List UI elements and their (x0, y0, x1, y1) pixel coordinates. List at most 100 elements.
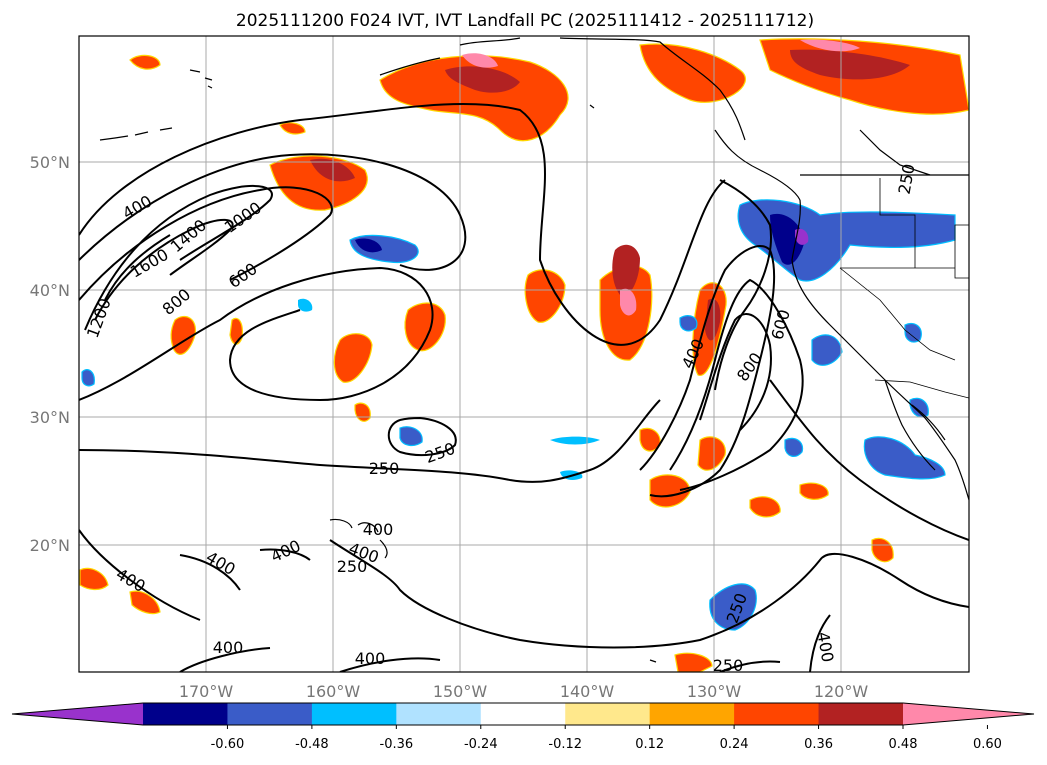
alaska-coast (379, 37, 746, 141)
colorbar-extend-high (903, 703, 1034, 725)
shade-neg-pnw-peak (795, 228, 809, 245)
contour-trail-600 (669, 278, 804, 491)
lon-label: 150°W (433, 682, 488, 701)
contour-250-mid (79, 399, 661, 483)
shade-small-4 (674, 652, 713, 672)
bc-coast (714, 129, 801, 201)
colorbar: -0.60 -0.48 -0.36 -0.24 -0.12 0.12 0.24 0.36 0.4… (11, 702, 1035, 752)
plot-title: 2025111200 F024 IVT, IVT Landfall PC (20… (236, 11, 814, 31)
lon-label: 160°W (306, 682, 361, 701)
shade-neg-7 (909, 397, 929, 418)
shade-small-5 (229, 317, 243, 345)
shade-neg-5 (904, 322, 922, 343)
map-frame (78, 35, 970, 673)
contour-1000-1400 (94, 218, 234, 321)
contour-250-loop (387, 416, 457, 457)
ivt-contours (79, 103, 969, 672)
shade-small-2 (279, 122, 306, 135)
contour-east (769, 379, 969, 541)
shade-neg-4 (784, 437, 804, 457)
shade-west-3 (129, 590, 161, 615)
colorbar-segment (396, 703, 482, 725)
lat-label: 50°N (30, 153, 70, 172)
colorbar-segment (143, 703, 228, 725)
shade-se-1 (871, 537, 894, 563)
colorbar-tick-label: -0.36 (380, 737, 414, 752)
us-mexico-border (874, 379, 969, 399)
island-1 (207, 85, 213, 89)
shade-neg-ca (811, 334, 843, 366)
shade-ne-peak (800, 39, 860, 52)
map-area: 400 1400 1000 1600 800 600 1200 250 400 … (78, 35, 970, 673)
shade-neg-6 (679, 315, 698, 332)
lon-axis: 170°W 160°W 150°W 140°W 130°W 120°W (179, 682, 869, 701)
shade-trail-4 (749, 496, 781, 518)
colorbar-tick-label: 0.36 (804, 737, 833, 752)
shade-neg-9 (298, 298, 313, 312)
contour-pnw (714, 179, 772, 391)
shade-neg-pnw-core (770, 213, 805, 265)
lon-label: 140°W (560, 682, 615, 701)
colorbar-tick-label: -0.24 (464, 737, 498, 752)
shade-neg-mid-core (355, 238, 382, 253)
contour-south-400 (79, 529, 311, 621)
contour-south-250 (329, 539, 969, 649)
contour-label: 250 (369, 459, 400, 478)
baja (884, 379, 936, 471)
contour-label: 250 (337, 557, 368, 576)
colorbar-extend-low (12, 703, 143, 725)
shade-trail-5 (799, 482, 829, 500)
contour-trail-800 (699, 313, 772, 431)
lon-label: 120°W (814, 682, 869, 701)
contour-label: 400 (355, 649, 386, 668)
lat-axis: 50°N 40°N 30°N 20°N (30, 153, 70, 555)
contour-label: 400 (213, 638, 244, 657)
colorbar-segment (649, 703, 735, 725)
shade-trail-3 (649, 474, 691, 508)
colorbar-tick-label: -0.12 (548, 737, 582, 752)
contour-600-arc (79, 186, 333, 301)
colorbar-tick-label: -0.48 (295, 737, 329, 752)
shade-trail-2 (697, 436, 726, 471)
shade-mid-4-core (612, 244, 640, 296)
colorbar-segment (734, 703, 820, 725)
island-3 (649, 659, 657, 663)
colorbar-segment (480, 703, 566, 725)
island-2 (589, 104, 595, 109)
state-border-2 (839, 267, 956, 361)
shade-gulf-alaska-core (445, 66, 520, 93)
shade-mid-4-peak (620, 288, 637, 316)
colorbar-outline (11, 702, 1035, 726)
shade-mid-1 (404, 302, 446, 352)
contour-250-north (79, 103, 726, 346)
shade-small-1 (129, 54, 161, 70)
shade-neg-s (709, 583, 757, 631)
lat-label: 20°N (30, 536, 70, 555)
state-border-3 (879, 178, 916, 268)
colorbar-segment (565, 703, 651, 725)
colorbar-tick-label: 0.60 (973, 737, 1002, 752)
contour-label: 400 (363, 520, 394, 539)
positive-shading (79, 38, 969, 672)
contour-south-bottom (179, 614, 831, 672)
contour-central-loop (79, 266, 434, 402)
colorbar-tick-label: 0.48 (889, 737, 918, 752)
colorbar-tick-label: 0.24 (720, 737, 749, 752)
colorbar-segment (227, 703, 313, 725)
lon-label: 130°W (687, 682, 742, 701)
shade-neg-8 (81, 369, 95, 387)
colorbar-tick-label: -0.60 (211, 737, 245, 752)
hawaii (329, 518, 388, 559)
coastlines (99, 37, 969, 663)
shade-gulf-alaska-peak (462, 53, 498, 68)
contour-1200 (104, 234, 171, 301)
colorbar-tick-label: 0.12 (635, 737, 664, 752)
lon-label: 170°W (179, 682, 234, 701)
shade-neg-1 (399, 426, 423, 447)
bc-ab-border (859, 129, 931, 176)
contour-400-arc (79, 153, 467, 271)
shade-ne-core (790, 49, 910, 80)
state-border-4 (954, 224, 969, 279)
colorbar-segment (311, 703, 397, 725)
